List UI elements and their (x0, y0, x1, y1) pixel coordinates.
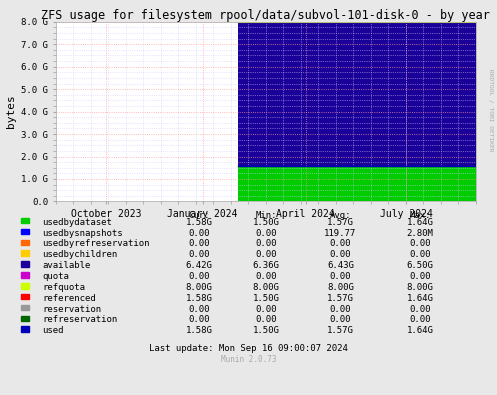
Text: 0.00: 0.00 (188, 316, 210, 324)
Text: 0.00: 0.00 (330, 316, 351, 324)
Text: 0.00: 0.00 (330, 272, 351, 281)
Text: usedbysnapshots: usedbysnapshots (42, 229, 123, 237)
Text: 8.00G: 8.00G (185, 283, 212, 292)
Text: Last update: Mon Sep 16 09:00:07 2024: Last update: Mon Sep 16 09:00:07 2024 (149, 344, 348, 353)
Text: 8.00G: 8.00G (327, 283, 354, 292)
Text: 0.00: 0.00 (255, 305, 277, 314)
Text: 1.50G: 1.50G (252, 294, 279, 303)
Text: 0.00: 0.00 (409, 305, 431, 314)
Text: 1.57G: 1.57G (327, 294, 354, 303)
Text: Munin 2.0.73: Munin 2.0.73 (221, 355, 276, 364)
Text: used: used (42, 326, 64, 335)
Text: 0.00: 0.00 (188, 305, 210, 314)
Text: 1.64G: 1.64G (407, 294, 433, 303)
Text: 1.58G: 1.58G (185, 218, 212, 227)
Text: 0.00: 0.00 (409, 239, 431, 248)
Text: 0.00: 0.00 (255, 250, 277, 259)
Text: usedbyrefreservation: usedbyrefreservation (42, 239, 150, 248)
Text: 119.77: 119.77 (325, 229, 356, 237)
Text: Max:: Max: (409, 211, 431, 220)
Text: 1.58G: 1.58G (185, 326, 212, 335)
Text: Avg:: Avg: (330, 211, 351, 220)
Text: available: available (42, 261, 90, 270)
Text: 0.00: 0.00 (255, 239, 277, 248)
Text: 0.00: 0.00 (188, 229, 210, 237)
Text: 8.00G: 8.00G (252, 283, 279, 292)
Text: 8.00G: 8.00G (407, 283, 433, 292)
Text: usedbychildren: usedbychildren (42, 250, 117, 259)
Text: 0.00: 0.00 (409, 272, 431, 281)
Text: 0.00: 0.00 (330, 250, 351, 259)
Text: 0.00: 0.00 (188, 250, 210, 259)
Text: 0.00: 0.00 (255, 316, 277, 324)
Text: 6.42G: 6.42G (185, 261, 212, 270)
Text: 0.00: 0.00 (409, 250, 431, 259)
Y-axis label: bytes: bytes (5, 95, 15, 128)
Text: refquota: refquota (42, 283, 85, 292)
Text: refreservation: refreservation (42, 316, 117, 324)
Text: 6.36G: 6.36G (252, 261, 279, 270)
Text: 1.50G: 1.50G (252, 326, 279, 335)
Text: 1.64G: 1.64G (407, 326, 433, 335)
Text: 0.00: 0.00 (188, 239, 210, 248)
Text: 0.00: 0.00 (409, 316, 431, 324)
Text: RRDTOOL / TOBI OETIKER: RRDTOOL / TOBI OETIKER (489, 70, 494, 152)
Text: quota: quota (42, 272, 69, 281)
Text: 1.50G: 1.50G (252, 218, 279, 227)
Text: referenced: referenced (42, 294, 96, 303)
Text: usedbydataset: usedbydataset (42, 218, 112, 227)
Text: 0.00: 0.00 (188, 272, 210, 281)
Text: 1.57G: 1.57G (327, 218, 354, 227)
Text: 1.58G: 1.58G (185, 294, 212, 303)
Text: 1.57G: 1.57G (327, 326, 354, 335)
Text: 6.43G: 6.43G (327, 261, 354, 270)
Text: 1.64G: 1.64G (407, 218, 433, 227)
Text: 0.00: 0.00 (330, 239, 351, 248)
Text: reservation: reservation (42, 305, 101, 314)
Text: 0.00: 0.00 (330, 305, 351, 314)
Text: Cur:: Cur: (188, 211, 210, 220)
Text: 2.80M: 2.80M (407, 229, 433, 237)
Text: 0.00: 0.00 (255, 272, 277, 281)
Text: 0.00: 0.00 (255, 229, 277, 237)
Text: 6.50G: 6.50G (407, 261, 433, 270)
Title: ZFS usage for filesystem rpool/data/subvol-101-disk-0 - by year: ZFS usage for filesystem rpool/data/subv… (41, 9, 490, 22)
Text: Min:: Min: (255, 211, 277, 220)
